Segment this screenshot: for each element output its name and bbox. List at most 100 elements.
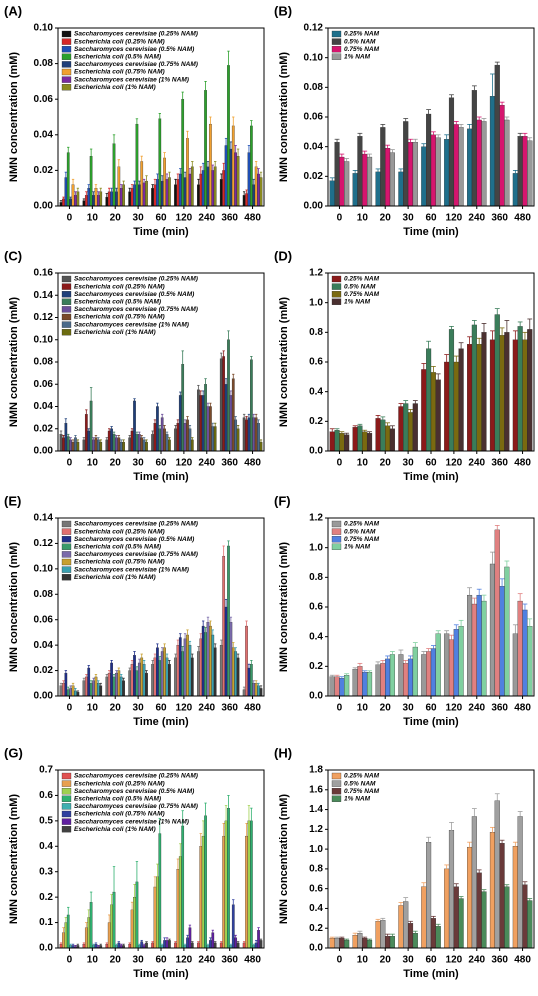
error-bar bbox=[145, 175, 148, 182]
bar bbox=[231, 904, 235, 949]
error-bar bbox=[82, 942, 86, 945]
bar bbox=[156, 179, 159, 207]
error-bar bbox=[490, 551, 495, 564]
bar bbox=[206, 166, 210, 207]
y-tick-label: 0.4 bbox=[309, 386, 323, 397]
bar bbox=[201, 625, 205, 697]
error-bar bbox=[74, 945, 77, 947]
error-bar bbox=[517, 321, 523, 327]
bar bbox=[339, 678, 345, 697]
x-tick-label: 480 bbox=[244, 213, 261, 224]
error-bar bbox=[62, 196, 65, 199]
bar bbox=[115, 191, 118, 207]
bar bbox=[512, 173, 518, 207]
error-bar bbox=[453, 121, 459, 125]
error-bar bbox=[67, 906, 70, 915]
error-bar bbox=[71, 439, 75, 443]
legend-label: Escherichia coli (1% NAM) bbox=[74, 826, 156, 833]
error-bar bbox=[242, 413, 246, 418]
bar bbox=[158, 428, 162, 452]
legend-label: 0.75% NAM bbox=[344, 788, 380, 795]
error-bar bbox=[179, 633, 182, 638]
x-axis-title: Time (min) bbox=[403, 968, 459, 980]
error-bar bbox=[471, 85, 477, 91]
y-tick-label: 0.04 bbox=[34, 401, 54, 412]
x-tick-label: 0 bbox=[337, 213, 343, 224]
bar bbox=[69, 439, 72, 452]
y-tick-label: 0.8 bbox=[309, 327, 323, 338]
error-bar bbox=[117, 941, 121, 943]
x-tick-label: 120 bbox=[446, 703, 463, 714]
bar bbox=[69, 688, 72, 697]
y-tick-label: 1.2 bbox=[309, 513, 323, 524]
bar bbox=[140, 941, 144, 949]
error-bar bbox=[153, 653, 157, 658]
bar bbox=[385, 658, 391, 697]
y-tick-label: 0.12 bbox=[304, 23, 324, 34]
bar bbox=[234, 152, 238, 207]
bar bbox=[444, 361, 450, 452]
error-bar bbox=[199, 633, 202, 639]
x-tick-label: 20 bbox=[380, 458, 392, 469]
legend-swatch bbox=[331, 46, 342, 53]
bar bbox=[517, 326, 523, 452]
error-bar bbox=[232, 116, 235, 126]
bar bbox=[163, 647, 166, 697]
bar bbox=[257, 930, 260, 949]
error-bar bbox=[211, 629, 214, 635]
error-bar bbox=[97, 437, 100, 440]
error-bar bbox=[431, 645, 436, 649]
error-bar bbox=[69, 943, 72, 946]
bar bbox=[211, 426, 215, 452]
error-bar bbox=[128, 435, 131, 438]
legend-label: Escherichia coli (0.5% NAM) bbox=[74, 54, 161, 61]
x-tick-label: 480 bbox=[514, 213, 531, 224]
error-bar bbox=[69, 196, 72, 199]
bar bbox=[481, 891, 487, 949]
error-bar bbox=[183, 633, 187, 639]
bar bbox=[236, 428, 240, 452]
error-bar bbox=[494, 61, 500, 66]
bar bbox=[183, 638, 187, 697]
error-bar bbox=[64, 917, 68, 923]
bar bbox=[426, 348, 432, 452]
error-bar bbox=[232, 899, 235, 905]
error-bar bbox=[140, 155, 143, 162]
bar bbox=[254, 683, 258, 697]
error-bar bbox=[522, 881, 528, 885]
bar bbox=[174, 657, 177, 697]
bar bbox=[426, 842, 432, 949]
bar bbox=[222, 356, 226, 452]
bar bbox=[151, 434, 154, 452]
legend-swatch bbox=[61, 46, 72, 53]
x-tick-label: 30 bbox=[133, 458, 145, 469]
bar bbox=[357, 136, 363, 207]
x-tick-label: 0 bbox=[337, 955, 343, 966]
bar bbox=[74, 690, 77, 697]
y-tick-label: 0.06 bbox=[304, 112, 324, 123]
legend-swatch bbox=[331, 38, 342, 45]
bar bbox=[133, 655, 136, 697]
bar bbox=[362, 672, 368, 697]
legend-label: Saccharomyces cerevisiae (1% NAM) bbox=[74, 566, 189, 573]
legend-label: Escherichia coli (0.5% NAM) bbox=[74, 796, 161, 803]
error-bar bbox=[426, 648, 431, 652]
legend-label: Escherichia coli (1% NAM) bbox=[74, 574, 156, 581]
bar bbox=[222, 170, 226, 207]
y-tick-label: 0.12 bbox=[34, 312, 54, 323]
x-axis-title: Time (min) bbox=[403, 226, 459, 238]
bar bbox=[259, 441, 263, 452]
legend-swatch bbox=[331, 772, 342, 780]
legend-swatch bbox=[61, 61, 72, 68]
bar bbox=[403, 663, 409, 697]
bar bbox=[380, 663, 386, 697]
chart-panel: (B) NMN concentration (mM) Time (min) 0 10 20… bbox=[274, 3, 535, 238]
y-tick-label: 0.08 bbox=[34, 589, 54, 600]
bar bbox=[211, 170, 215, 207]
error-bar bbox=[142, 437, 146, 440]
bar bbox=[504, 119, 510, 207]
bar bbox=[247, 820, 251, 949]
error-bar bbox=[222, 350, 225, 357]
bar bbox=[186, 138, 189, 207]
error-bar bbox=[94, 942, 98, 945]
